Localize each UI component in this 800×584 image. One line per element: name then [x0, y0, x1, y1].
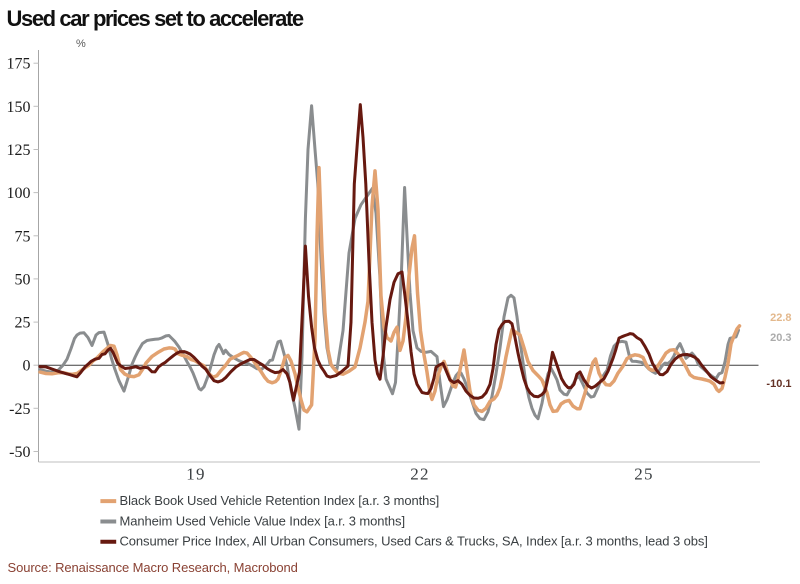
svg-text:22: 22	[410, 465, 429, 484]
svg-text:25: 25	[634, 465, 653, 484]
svg-text:20.3: 20.3	[770, 332, 791, 344]
svg-text:22.8: 22.8	[770, 312, 791, 324]
svg-text:0: 0	[23, 358, 31, 375]
svg-text:Black Book Used Vehicle Retent: Black Book Used Vehicle Retention Index …	[120, 493, 440, 508]
svg-text:%: %	[76, 38, 86, 50]
svg-text:-10.1: -10.1	[766, 378, 791, 390]
svg-text:175: 175	[7, 56, 31, 73]
svg-text:150: 150	[7, 99, 31, 116]
svg-text:Used car prices set to acceler: Used car prices set to accelerate	[7, 6, 304, 31]
svg-text:25: 25	[15, 315, 31, 332]
svg-text:50: 50	[15, 271, 31, 288]
svg-text:Manheim Used Vehicle Value Ind: Manheim Used Vehicle Value Index [a.r. 3…	[120, 513, 405, 528]
svg-text:125: 125	[7, 142, 31, 159]
svg-text:-25: -25	[9, 401, 30, 418]
svg-text:19: 19	[186, 465, 205, 484]
svg-text:100: 100	[7, 185, 31, 202]
svg-text:Consumer Price Index, All Urba: Consumer Price Index, All Urban Consumer…	[120, 534, 708, 549]
svg-text:75: 75	[15, 228, 31, 245]
svg-text:-50: -50	[9, 444, 30, 461]
svg-text:Source: Renaissance Macro Rese: Source: Renaissance Macro Research, Macr…	[8, 560, 298, 575]
